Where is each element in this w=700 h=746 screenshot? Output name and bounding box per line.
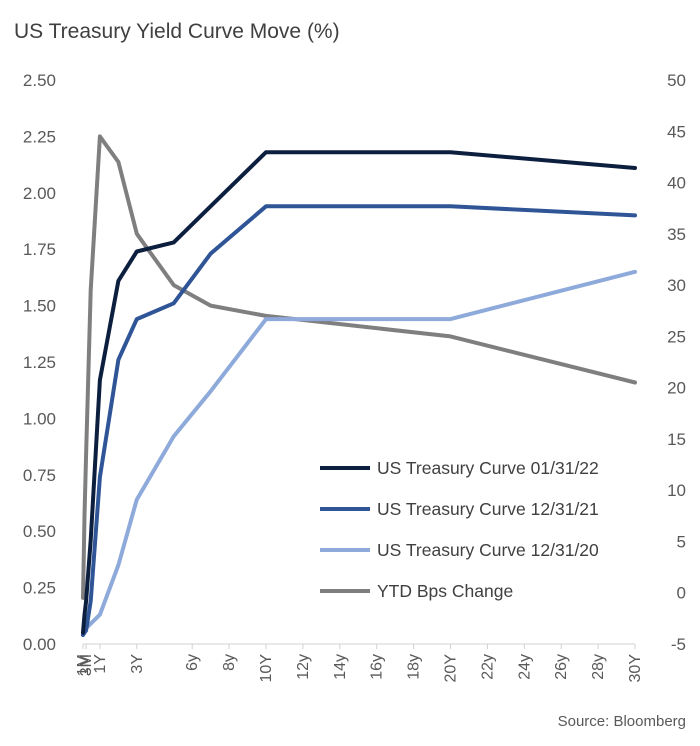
left-tick-label: 0.00 [23,635,56,654]
legend-label: YTD Bps Change [377,581,513,601]
right-tick-label: 10 [667,481,686,500]
x-tick-label: 3M [78,654,95,676]
right-tick-label: 45 [667,122,686,141]
series-line-0 [81,150,637,635]
series-lines [81,134,637,637]
left-tick-label: 0.25 [23,579,56,598]
x-tick-label: 26y [553,654,570,680]
x-tick-label: 20Y [443,654,460,683]
right-tick-label: 30 [667,276,686,295]
right-tick-label: 5 [677,533,686,552]
legend: US Treasury Curve 01/31/22 US Treasury Cu… [320,458,599,601]
left-tick-label: 0.50 [23,522,56,541]
left-tick-label: 1.75 [23,240,56,259]
x-tick-label: 14y [332,654,349,680]
x-tick-label: 8y [221,654,238,671]
right-tick-label: 35 [667,225,686,244]
right-tick-label: 25 [667,327,686,346]
x-tick-label: 28y [590,654,607,680]
x-tick-label: 12y [295,654,312,680]
x-tick-label: 1Y [92,654,109,674]
right-tick-label: 40 [667,174,686,193]
right-tick-label: 15 [667,430,686,449]
x-tick-label: 1M [75,654,92,676]
source-note: Source: Bloomberg [558,713,686,730]
left-tick-label: 2.50 [23,71,56,90]
right-tick-label: 20 [667,379,686,398]
legend-label: US Treasury Curve 01/31/22 [377,458,599,478]
x-tick-label: 18y [406,654,423,680]
legend-label: US Treasury Curve 12/31/21 [377,499,599,519]
legend-label: US Treasury Curve 12/31/20 [377,540,599,560]
x-tick-label: 6y [184,654,201,671]
x-tick-label: 10Y [258,654,275,683]
left-axis-ticks: 0.00 0.25 0.50 0.75 1.00 1.25 1.50 1.75 2.00 2.25… [23,71,56,654]
left-tick-label: 1.00 [23,409,56,428]
left-tick-label: 1.25 [23,353,56,372]
x-tick-label: 3Y [129,654,146,674]
left-tick-label: 1.50 [23,297,56,316]
x-tick-label: 16y [369,654,386,680]
x-tick-label: 22y [479,654,496,680]
series-line-1 [81,204,637,637]
chart-title: US Treasury Yield Curve Move (%) [14,20,340,43]
right-axis-ticks: -5 0 5 10 15 20 25 30 35 40 45 50 [667,71,686,654]
left-tick-label: 2.00 [23,184,56,203]
x-tick-label: 30Y [627,654,644,683]
right-tick-label: 50 [667,71,686,90]
right-tick-label: -5 [671,635,686,654]
x-tick-label: 24y [516,654,533,680]
right-tick-label: 0 [677,584,686,603]
left-tick-label: 0.75 [23,466,56,485]
left-tick-label: 2.25 [23,127,56,146]
